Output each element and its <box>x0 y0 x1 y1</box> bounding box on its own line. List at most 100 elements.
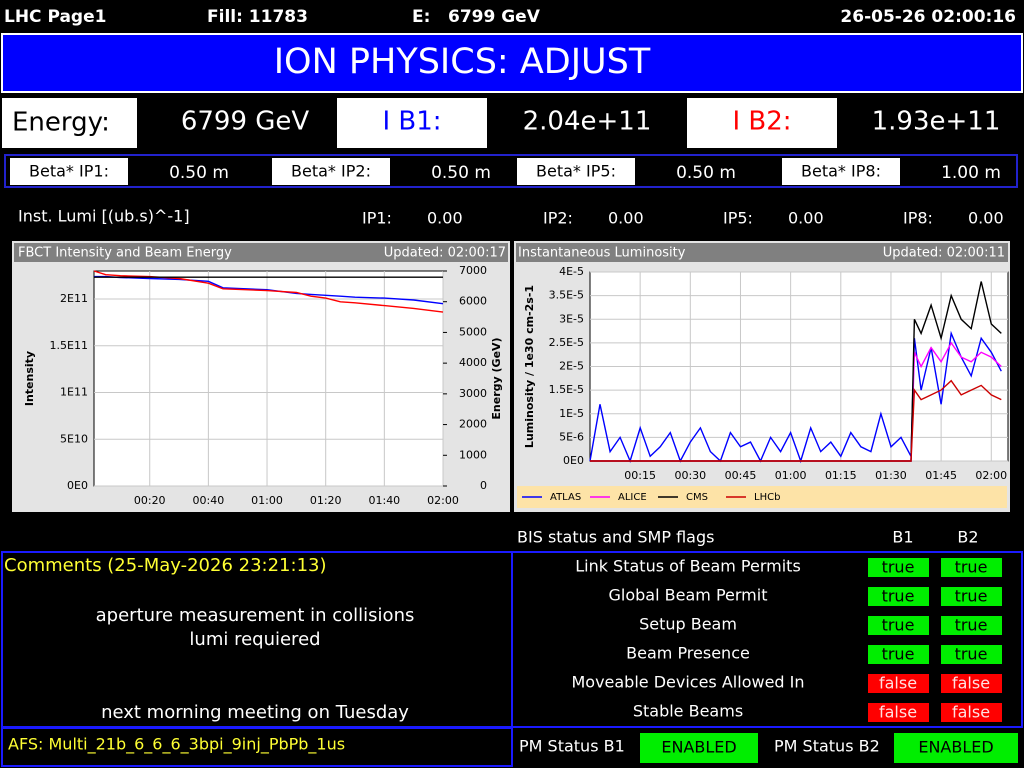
y-tick-label: 1.5E-5 <box>549 383 584 396</box>
flag-value: true <box>955 558 988 577</box>
beta-box <box>4 154 1018 188</box>
legend-label: ALICE <box>618 492 647 503</box>
ip-label: IP2: <box>543 209 573 228</box>
x-tick-label: 01:15 <box>825 469 857 482</box>
x-tick-label: 01:30 <box>875 469 907 482</box>
flag-value: true <box>882 587 915 606</box>
lumi-group: IP1: 0.00 IP2: 0.00 IP5: 0.00 IP8: 0.00 <box>362 209 1004 228</box>
x-tick-label: 01:00 <box>251 494 283 507</box>
flag-box <box>868 674 929 693</box>
ip-value: 0.00 <box>608 209 644 228</box>
y-axis-label: Intensity <box>23 351 36 406</box>
column-header: B1 <box>892 528 913 547</box>
y-tick-label: 2E-5 <box>559 360 584 373</box>
afs-box <box>1 727 513 767</box>
flag-label: Moveable Devices Allowed In <box>571 673 804 692</box>
comments-title: Comments (25-May-2026 23:21:13) <box>4 555 327 576</box>
energy-label: Energy: <box>12 108 110 138</box>
afs: AFS: Multi_21b_6_6_6_3bpi_9inj_PbPb_1us <box>8 735 345 755</box>
y-axis-label: Luminosity / 1e30 cm-2s-1 <box>523 285 536 448</box>
beta-value: 0.50 m <box>431 163 491 183</box>
y-tick-label: 3.5E-5 <box>549 289 584 302</box>
flag-box <box>868 558 929 577</box>
ip-value: 0.00 <box>427 209 463 228</box>
legend-label: CMS <box>686 492 708 503</box>
flag-box <box>868 587 929 606</box>
panel-title: Instantaneous Luminosity <box>518 246 686 261</box>
beta-label: Beta* IP5: <box>536 162 616 181</box>
cell <box>2 98 137 148</box>
flag-value: false <box>879 703 917 722</box>
y2-tick-label: 0 <box>480 479 487 492</box>
y2-tick-label: 7000 <box>459 264 487 277</box>
x-tick-label: 02:00 <box>975 469 1007 482</box>
flag-box <box>941 587 1002 606</box>
y-tick-label: 1E-5 <box>559 407 584 420</box>
pm-status <box>894 733 1018 763</box>
y-tick-label: 0E0 <box>67 479 88 492</box>
flag-value: true <box>882 645 915 664</box>
y2-tick-label: 3000 <box>459 387 487 400</box>
x-tick-label: 01:45 <box>925 469 957 482</box>
flag-value: false <box>952 703 990 722</box>
panel-updated: Updated: 02:00:17 <box>384 246 506 261</box>
ib1-value: 2.04e+11 <box>523 107 652 137</box>
flag-box <box>941 703 1002 722</box>
ip-value: 0.00 <box>968 209 1004 228</box>
x-tick-label: 00:15 <box>624 469 656 482</box>
beta-label: Beta* IP2: <box>291 162 371 181</box>
legend-label: LHCb <box>754 492 780 503</box>
ib2-label: I B2: <box>732 107 791 137</box>
flag-box <box>941 558 1002 577</box>
y2-tick-label: 2000 <box>459 418 487 431</box>
column-header: B2 <box>957 528 978 547</box>
beta-label-cell <box>782 158 900 185</box>
flags-title: BIS status and SMP flags <box>517 528 714 547</box>
pm-status <box>640 733 758 763</box>
flags-box <box>511 551 1023 728</box>
plot-area <box>93 270 444 487</box>
y-tick-label: 5E-6 <box>559 430 584 443</box>
ib1-label: I B1: <box>382 107 441 137</box>
lumi-label: Inst. Lumi [(ub.s)^-1] <box>18 207 190 226</box>
pm-value: ENABLED <box>661 738 736 757</box>
y2-axis-label: Energy (GeV) <box>490 337 503 419</box>
beta-label: Beta* IP1: <box>29 162 109 181</box>
y-tick-label: 1.5E11 <box>50 339 88 352</box>
flags-group: Link Status of Beam Permits true true Globa… <box>571 557 1002 722</box>
x-tick-label: 02:00 <box>427 494 459 507</box>
series-line <box>590 379 1002 462</box>
flag-label: Stable Beams <box>633 702 743 721</box>
flag-value: true <box>882 558 915 577</box>
beta-value: 1.00 m <box>941 163 1001 183</box>
comment-line: aperture measurement in collisions <box>96 605 415 626</box>
flag-value: true <box>955 587 988 606</box>
x-tick-label: 01:20 <box>310 494 342 507</box>
energy-label: E: <box>412 7 430 27</box>
flag-box <box>868 703 929 722</box>
x-tick-label: 00:20 <box>134 494 166 507</box>
pm-label: PM Status B1 <box>519 737 625 756</box>
ip-label: IP8: <box>903 209 933 228</box>
x-tick-label: 01:00 <box>775 469 807 482</box>
pm-value: ENABLED <box>918 738 993 757</box>
flag-value: true <box>955 645 988 664</box>
y2-tick-label: 6000 <box>459 295 487 308</box>
beta-value: 0.50 m <box>676 163 736 183</box>
legend-label: ATLAS <box>550 492 581 503</box>
x-tick-label: 01:40 <box>368 494 400 507</box>
fill-number: Fill: 11783 <box>207 7 308 27</box>
flag-box <box>868 645 929 664</box>
flag-label: Link Status of Beam Permits <box>575 557 801 576</box>
flag-value: false <box>952 674 990 693</box>
panel-header <box>14 243 508 262</box>
flag-label: Global Beam Permit <box>609 586 768 605</box>
comment-line: next morning meeting on Tuesday <box>101 702 409 723</box>
beta-value: 0.50 m <box>169 163 229 183</box>
ip-label: IP1: <box>362 209 392 228</box>
panel-updated: Updated: 02:00:11 <box>883 246 1005 261</box>
ib2-value: 1.93e+11 <box>872 107 1001 137</box>
comment-line: lumi requiered <box>189 629 320 650</box>
